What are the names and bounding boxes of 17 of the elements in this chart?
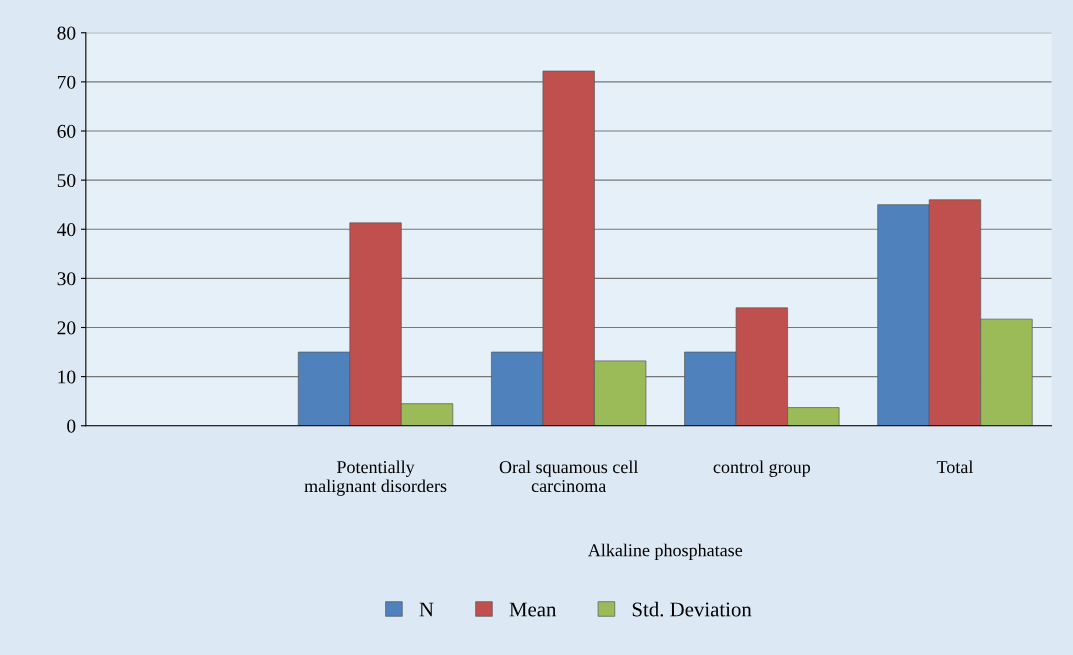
legend-label: Std. Deviation [632, 601, 752, 617]
x-tick-label: Potentially malignant disorders [304, 460, 447, 496]
y-tick-label: 50 [57, 173, 76, 188]
y-tick-label: 30 [57, 272, 76, 286]
y-tick-label: 0 [67, 419, 76, 433]
x-axis-title: Alkaline phosphatase [587, 543, 743, 561]
y-tick-label: 60 [57, 124, 76, 138]
y-tick-label: 80 [57, 26, 76, 40]
x-tick-label: control group [713, 460, 811, 477]
y-tick-label: 20 [57, 321, 76, 335]
x-tick-label: Oral squamous cell carcinoma [499, 460, 639, 493]
y-tick-label: 70 [57, 75, 76, 89]
y-tick-label: 10 [58, 370, 76, 384]
legend-label: Mean [509, 602, 557, 617]
y-tick-label: 40 [57, 223, 76, 237]
legend-label: N [419, 602, 434, 617]
x-tick-label: Total [936, 460, 974, 474]
